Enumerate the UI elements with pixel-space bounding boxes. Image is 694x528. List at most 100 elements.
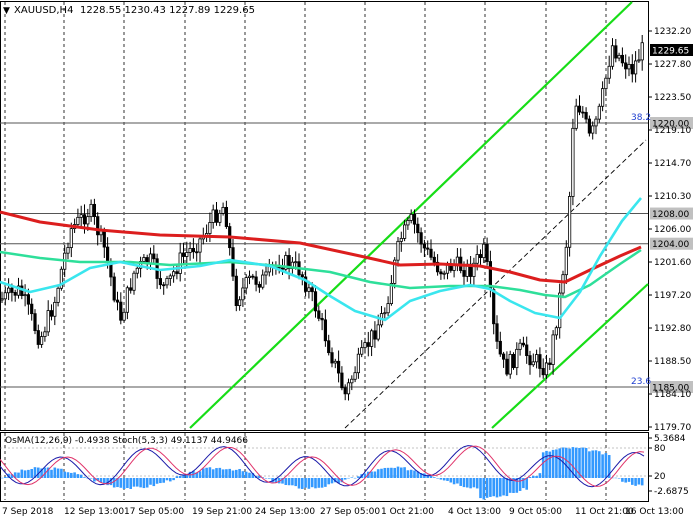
candle-body	[122, 311, 126, 321]
channel-lower-line	[491, 283, 649, 429]
candle-body	[426, 247, 430, 250]
osma-bar	[198, 471, 202, 478]
osma-bar	[456, 478, 459, 484]
dropdown-triangle-icon[interactable]: ▼	[3, 6, 10, 16]
candle-body	[7, 287, 11, 294]
indicator-tick-label: 5.3684	[654, 434, 686, 444]
osma-bar	[218, 467, 222, 478]
candle-body	[515, 348, 519, 369]
price-tick-label: 1223.50	[654, 93, 691, 103]
osma-bar	[231, 470, 235, 478]
osma-bar	[637, 478, 641, 485]
candle-body	[221, 206, 225, 214]
osma-bar	[617, 478, 621, 479]
osma-bar	[386, 467, 390, 478]
candle-body	[409, 213, 413, 221]
osma-bar	[350, 477, 354, 478]
candle-body	[406, 220, 410, 226]
candle-body	[577, 105, 582, 113]
candle-body	[26, 294, 31, 305]
fib-level-label: 38.2	[631, 113, 651, 123]
candle-body	[135, 267, 139, 274]
price-tick-label: 1210.30	[654, 192, 691, 202]
candle-body	[366, 342, 370, 347]
osma-bar	[205, 467, 208, 478]
candle-body	[574, 105, 578, 129]
osma-bar	[508, 478, 512, 493]
candle-body	[564, 246, 568, 276]
osma-bar	[591, 450, 594, 478]
candle-body	[300, 274, 304, 278]
indicator-panel[interactable]	[0, 432, 649, 502]
candle-body	[244, 277, 248, 289]
osma-stoch-indicator	[0, 445, 648, 500]
osma-bar	[578, 447, 581, 478]
time-axis-label: 24 Sep 13:00	[255, 507, 315, 517]
osma-bar	[89, 478, 93, 479]
candle-body	[102, 230, 106, 248]
time-axis-label: 1 Oct 21:00	[381, 507, 434, 517]
osma-bar	[525, 478, 528, 490]
candle-body	[49, 310, 54, 317]
osma-bar	[317, 478, 321, 488]
osma-bar	[584, 447, 588, 478]
price-tick-label: 1227.80	[654, 60, 691, 70]
osma-bar	[211, 469, 215, 478]
osma-bar	[436, 478, 439, 479]
moving-averages	[0, 197, 643, 322]
osma-bar	[20, 469, 24, 478]
osma-bar	[449, 478, 453, 483]
candle-body	[607, 65, 611, 79]
price-tick-label: 1184.10	[654, 390, 691, 400]
candle-body	[558, 292, 562, 329]
level-tag	[650, 237, 693, 250]
candle-body	[482, 243, 486, 259]
osma-bar	[116, 478, 119, 488]
osma-bar	[195, 472, 198, 478]
osma-bar	[442, 478, 446, 481]
candle-body	[548, 362, 552, 365]
level-tag-label: 1204.00	[652, 240, 689, 250]
osma-bar	[287, 478, 291, 486]
osma-bar	[112, 478, 116, 488]
candle-body	[330, 352, 334, 364]
osma-bar	[46, 467, 50, 478]
osma-bar	[274, 478, 278, 483]
osma-bar	[244, 471, 248, 478]
osma-bar	[37, 467, 40, 478]
candle-body	[10, 287, 14, 293]
osma-bar	[63, 471, 66, 478]
candle-body	[171, 271, 176, 277]
osma-bar	[221, 469, 225, 478]
osma-bar	[528, 476, 532, 478]
candle-body	[237, 299, 242, 307]
candle-body	[241, 287, 245, 301]
candle-body	[419, 232, 423, 245]
osma-bar	[604, 453, 608, 478]
osma-bar	[357, 476, 360, 478]
osma-bar	[518, 478, 522, 491]
candle-body	[323, 319, 328, 342]
osma-bar	[545, 450, 548, 478]
candle-body	[376, 324, 380, 340]
candle-body	[53, 301, 57, 317]
candle-body	[284, 255, 288, 270]
candle-body	[280, 267, 285, 270]
osma-bar	[373, 471, 377, 478]
candle-body	[620, 54, 625, 64]
candle-body	[264, 271, 268, 276]
candle-body	[336, 360, 341, 374]
candle-body	[492, 289, 496, 325]
osma-bar	[284, 478, 288, 486]
ohlc-readout: 1228.55 1230.43 1227.89 1229.65	[80, 5, 255, 16]
osma-bar	[235, 469, 238, 478]
candle-body	[16, 285, 21, 296]
candle-body	[46, 310, 50, 333]
osma-bar	[631, 478, 634, 485]
osma-bar	[393, 467, 396, 478]
osma-bar	[426, 474, 429, 478]
osma-bar	[416, 471, 420, 478]
candle-body	[214, 209, 219, 223]
